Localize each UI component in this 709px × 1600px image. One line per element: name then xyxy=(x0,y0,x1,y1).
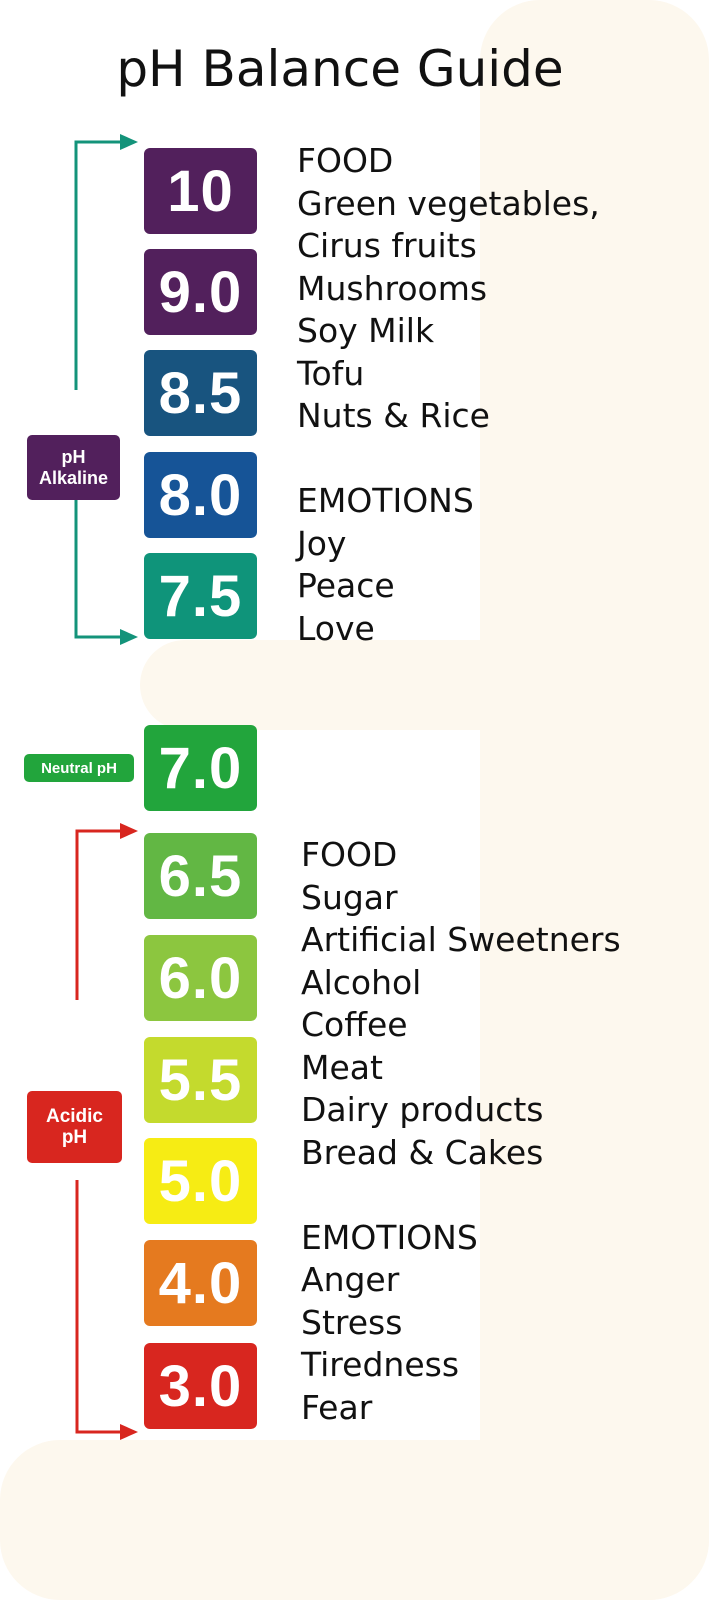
emotion-item: Joy xyxy=(297,523,347,563)
emotion-item: Love xyxy=(297,608,375,648)
emotion-item: Fear xyxy=(301,1387,373,1427)
food-item: Coffee xyxy=(301,1005,408,1044)
alkaline-label-line2: Alkaline xyxy=(38,467,109,488)
background-blob xyxy=(0,1440,709,1600)
ph-box-8-0: 8.0 xyxy=(144,452,257,538)
emotion-item: Peace xyxy=(297,566,395,605)
arrow-head-icon xyxy=(120,1424,138,1440)
alkaline-bracket xyxy=(74,140,124,639)
emotions-heading: EMOTIONS xyxy=(297,481,474,520)
ph-box-7-0: 7.0 xyxy=(144,725,257,811)
food-item: Soy Milk xyxy=(297,311,435,350)
background-blob xyxy=(140,640,709,730)
neutral-label: Neutral pH xyxy=(24,754,134,782)
acidic-label-line2: pH xyxy=(61,1127,88,1148)
ph-box-6-5: 6.5 xyxy=(144,833,257,919)
ph-box-3-0: 3.0 xyxy=(144,1343,257,1429)
food-item: Cirus fruits xyxy=(297,226,477,265)
ph-box-5-5: 5.5 xyxy=(144,1037,257,1123)
food-item: Nuts & Rice xyxy=(297,396,490,435)
food-item: Meat xyxy=(301,1047,383,1087)
alkaline-label-line1: pH xyxy=(61,446,86,467)
food-heading: FOOD xyxy=(301,835,398,874)
food-item: Sugar xyxy=(301,877,398,917)
acidic-label-line1: Acidic xyxy=(45,1106,104,1127)
food-item: Artificial Sweetners xyxy=(301,920,621,959)
alkaline-list: FOOD Green vegetables, Cirus fruits Mush… xyxy=(297,140,600,650)
background-blob xyxy=(480,0,709,1600)
page-title: pH Balance Guide xyxy=(116,40,564,98)
ph-box-6-0: 6.0 xyxy=(144,935,257,1021)
food-item: Alcohol xyxy=(301,962,422,1002)
emotion-item: Anger xyxy=(301,1260,400,1299)
acidic-label: Acidic pH xyxy=(27,1091,122,1163)
food-item: Tofu xyxy=(297,353,365,393)
ph-box-9-0: 9.0 xyxy=(144,249,257,335)
food-item: Mushrooms xyxy=(297,268,488,308)
food-heading: FOOD xyxy=(297,141,394,180)
ph-box-7-5: 7.5 xyxy=(144,553,257,639)
acidic-list: FOOD Sugar Artificial Sweetners Alcohol … xyxy=(301,834,621,1429)
alkaline-label: pH Alkaline xyxy=(27,435,120,500)
food-item: Dairy products xyxy=(301,1090,544,1129)
emotion-item: Tiredness xyxy=(301,1345,460,1384)
emotions-heading: EMOTIONS xyxy=(301,1217,478,1257)
emotion-item: Stress xyxy=(301,1302,403,1342)
arrow-head-icon xyxy=(120,823,138,839)
ph-box-4-0: 4.0 xyxy=(144,1240,257,1326)
acidic-bracket xyxy=(75,829,124,1434)
ph-box-8-5: 8.5 xyxy=(144,350,257,436)
food-item: Bread & Cakes xyxy=(301,1132,544,1172)
arrow-head-icon xyxy=(120,134,138,150)
ph-box-10: 10 xyxy=(144,148,257,234)
food-item: Green vegetables, xyxy=(297,183,600,223)
arrow-head-icon xyxy=(120,629,138,645)
ph-box-5-0: 5.0 xyxy=(144,1138,257,1224)
